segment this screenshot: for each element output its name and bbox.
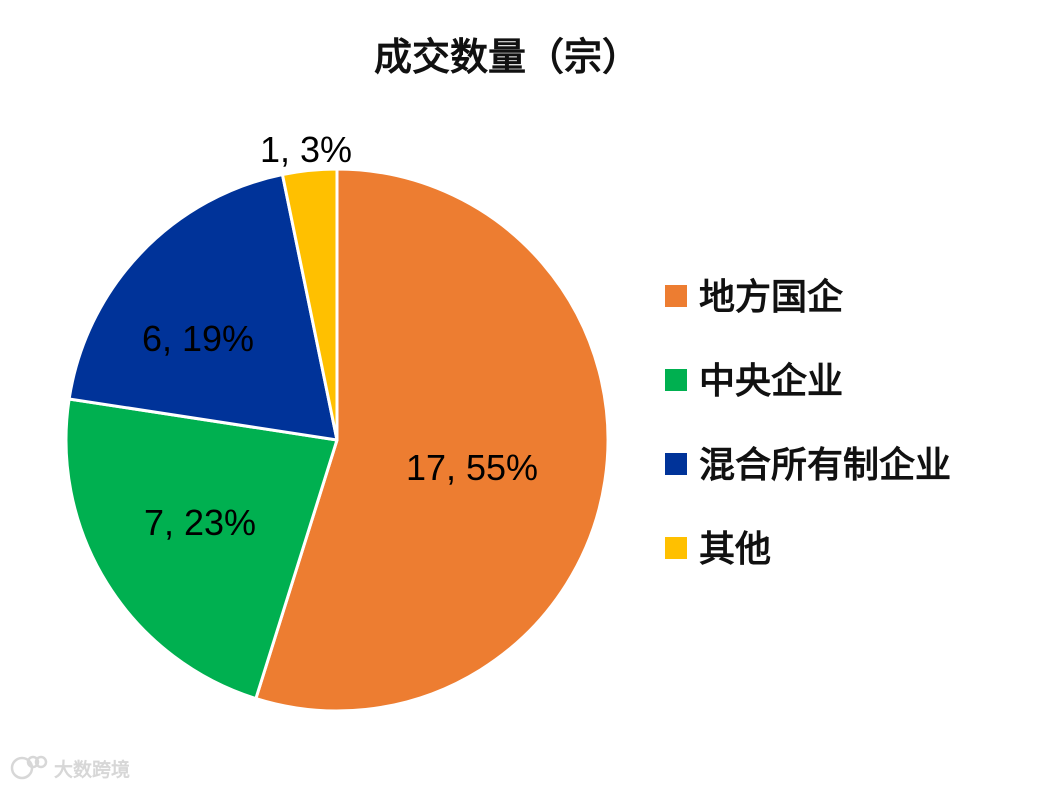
legend-label: 中央企业 [699, 360, 843, 402]
slice-data-label: 7, 23% [144, 502, 256, 543]
pie-slice [67, 173, 339, 442]
slice-data-label: 6, 19% [142, 318, 254, 359]
watermark: 大数跨境 [10, 755, 130, 781]
slice-data-label: 1, 3% [260, 129, 352, 170]
legend-swatch [665, 369, 687, 391]
data-labels: 17, 55% 7, 23% 6, 19% 1, 3% [142, 129, 538, 543]
legend-label: 混合所有制企业 [699, 444, 951, 486]
legend-swatch [665, 537, 687, 559]
pie-slice [64, 397, 339, 701]
pie-slice [254, 167, 610, 713]
legend-label: 地方国企 [699, 276, 844, 318]
pie-slice [280, 167, 339, 442]
chart-title: 成交数量（宗） [374, 35, 640, 79]
pie-slices [64, 167, 610, 713]
legend-label: 其他 [699, 529, 771, 570]
legend-swatch [665, 285, 687, 307]
legend-swatch [665, 453, 687, 475]
watermark-logo-icon [10, 755, 48, 780]
slice-data-label: 17, 55% [406, 447, 538, 488]
watermark-text: 大数跨境 [54, 758, 130, 781]
